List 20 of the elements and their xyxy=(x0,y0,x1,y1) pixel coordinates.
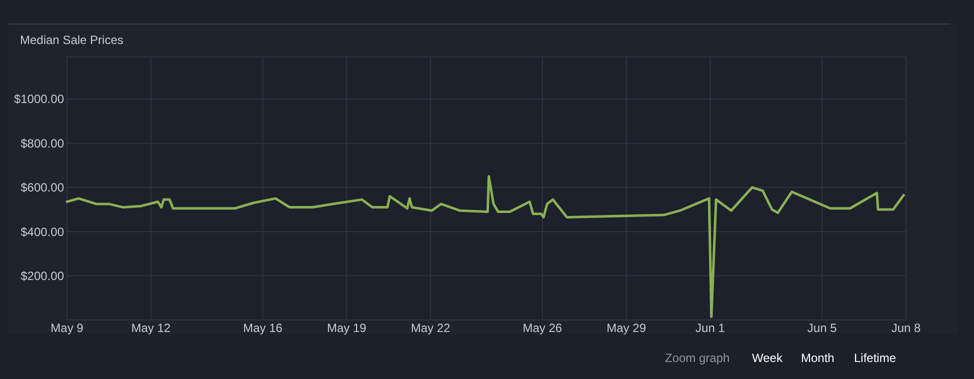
text: Week xyxy=(752,351,784,365)
chart-title: Median Sale Prices xyxy=(20,33,124,47)
x-tick-label: May 9 xyxy=(50,321,84,335)
x-tick-label: Jun 5 xyxy=(807,321,838,335)
text: Month xyxy=(801,351,834,365)
x-tick-label: May 29 xyxy=(606,321,646,335)
text: Zoom graph xyxy=(665,351,730,365)
y-tick-label: $400.00 xyxy=(20,224,64,239)
x-tick-label: May 12 xyxy=(131,321,171,335)
x-tick-label: May 19 xyxy=(326,321,367,335)
x-tick-label: Jun 8 xyxy=(891,321,921,335)
y-tick-label: $600.00 xyxy=(20,180,64,195)
y-tick-label: $800.00 xyxy=(20,136,64,150)
x-tick-label: Jun 1 xyxy=(696,321,726,335)
x-tick-label: May 26 xyxy=(522,321,562,335)
y-tick-label: $200.00 xyxy=(20,269,64,283)
text: Lifetime xyxy=(854,351,896,365)
x-tick-label: May 16 xyxy=(243,321,283,335)
x-tick-label: May 22 xyxy=(410,321,451,335)
y-tick-label: $1000.00 xyxy=(14,92,64,106)
